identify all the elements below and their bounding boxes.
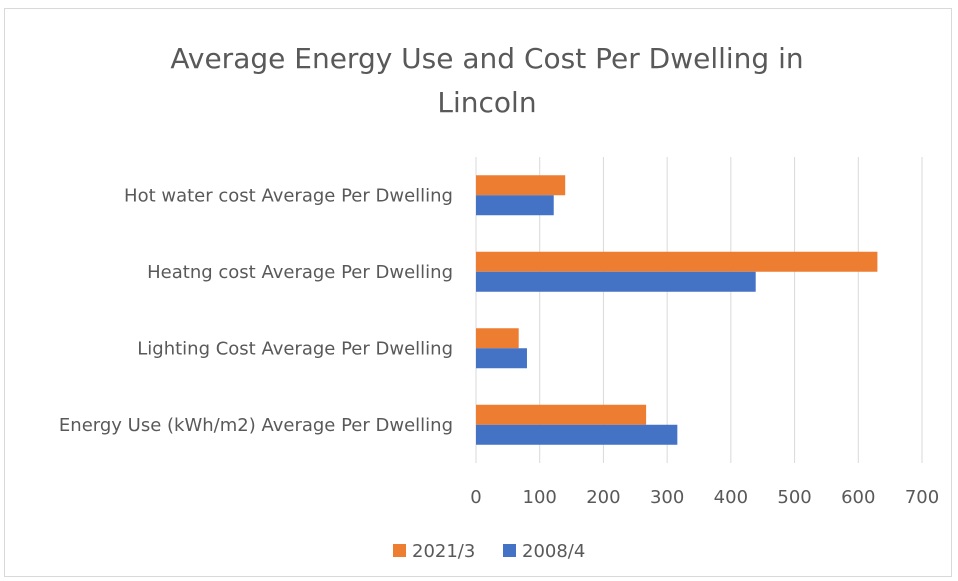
bar-blue-2 [476,271,756,292]
category-label: Heatng cost Average Per Dwelling [147,262,453,283]
chart-title-line-1: Average Energy Use and Cost Per Dwelling… [170,42,803,75]
legend-swatch [503,544,516,557]
x-tick-label: 0 [470,487,481,508]
chart-title-line-2: Lincoln [437,86,536,119]
bar-blue-1 [476,348,527,369]
bar-blue-0 [476,424,678,445]
category-labels: Energy Use (kWh/m2) Average Per Dwelling… [59,185,453,436]
category-label: Lighting Cost Average Per Dwelling [137,338,453,359]
bar-orange-0 [476,404,647,425]
category-label: Energy Use (kWh/m2) Average Per Dwelling [59,415,453,436]
bar-blue-3 [476,195,554,216]
x-tick-labels: 0 100 200 300 400 500 600 700 [470,487,939,508]
category-label: Hot water cost Average Per Dwelling [124,185,453,206]
bars [476,175,878,445]
x-tick-label: 400 [714,487,748,508]
bar-orange-3 [476,175,566,196]
x-tick-label: 200 [586,487,620,508]
x-tick-label: 700 [905,487,939,508]
x-tick-label: 100 [523,487,557,508]
x-tick-label: 300 [650,487,684,508]
chart-area [4,8,952,577]
legend-label: 2021/3 [412,541,475,562]
x-tick-label: 500 [777,487,811,508]
bar-orange-2 [476,251,878,272]
bar-orange-1 [476,328,519,349]
x-tick-label: 600 [841,487,875,508]
legend: 2021/3 2008/4 [393,541,585,562]
legend-swatch [393,544,406,557]
legend-label: 2008/4 [522,541,585,562]
